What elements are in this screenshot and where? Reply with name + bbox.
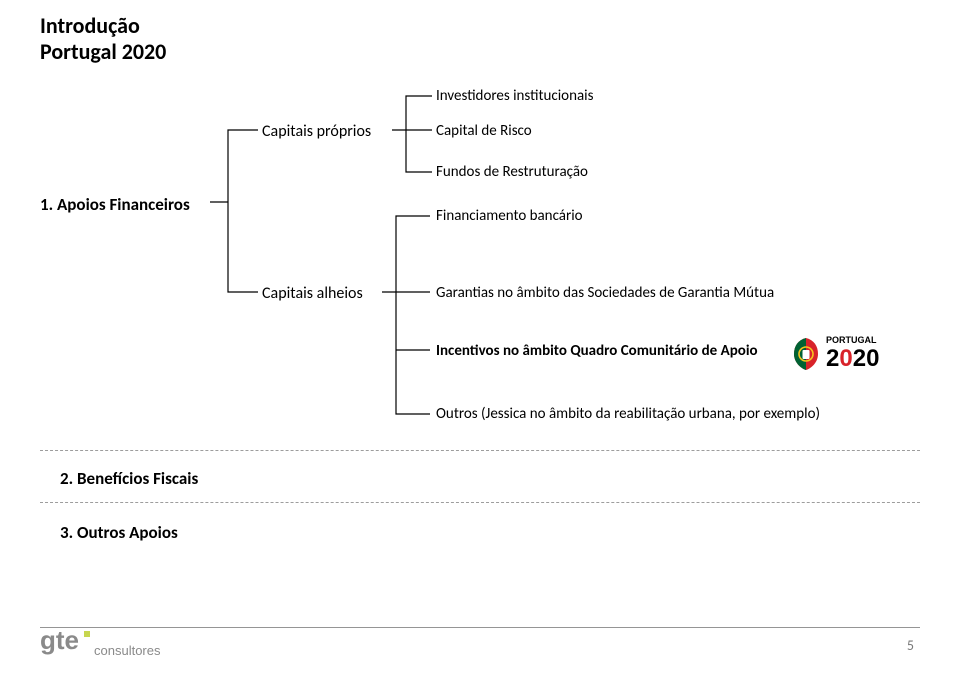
branch-capitais-alheios: Capitais alheios [262, 284, 363, 303]
svg-text:2020: 2020 [826, 345, 879, 372]
branch-capitais-proprios: Capitais próprios [262, 122, 371, 141]
leaf-garantias-sgm: Garantias no âmbito das Sociedades de Ga… [436, 284, 774, 302]
section-3-label: 3. Outros Apoios [60, 522, 178, 543]
portugal-2020-logo: PORTUGAL 2020 [792, 330, 898, 377]
bracket-root [210, 122, 270, 300]
bracket-branch2 [382, 210, 438, 430]
page-number: 5 [907, 637, 914, 654]
gte-logo-sub: consultores [94, 643, 161, 658]
gte-logo-text: gte [40, 627, 79, 655]
section-2-label: 2. Benefícios Fiscais [60, 468, 198, 489]
section-1-label: 1. Apoios Financeiros [40, 194, 190, 215]
leaf-financiamento-bancario: Financiamento bancário [436, 207, 583, 225]
title-line1: Introdução [40, 12, 140, 39]
leaf-investidores: Investidores institucionais [436, 87, 593, 105]
dashed-separator-2 [40, 502, 920, 503]
leaf-capital-risco: Capital de Risco [436, 122, 532, 140]
leaf-outros-jessica: Outros (Jessica no âmbito da reabilitaçã… [436, 405, 820, 423]
leaf-incentivos-quadro: Incentivos no âmbito Quadro Comunitário … [436, 342, 758, 360]
p2020-text-portugal: PORTUGAL [826, 335, 877, 345]
dashed-separator-1 [40, 450, 920, 451]
bracket-branch1 [392, 90, 440, 186]
title-line2: Portugal 2020 [40, 38, 166, 65]
leaf-fundos-restruturacao: Fundos de Restruturação [436, 163, 588, 181]
gte-logo: gte consultores [40, 627, 210, 666]
